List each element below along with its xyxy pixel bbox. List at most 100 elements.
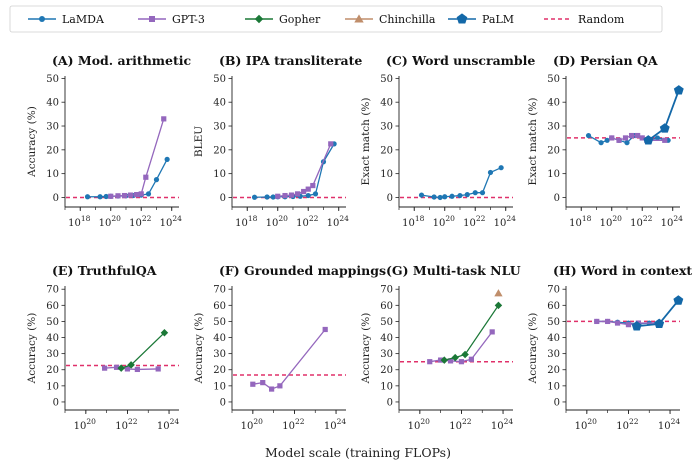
panel-b-x-tick-label: 1024 — [327, 214, 350, 229]
panel-e-x-tick-label: 1020 — [74, 417, 97, 432]
panel-c-title: (C) Word unscramble — [386, 53, 535, 68]
panel-g-point-gpt-3-2 — [447, 358, 454, 364]
panel-e-y-tick-label: 30 — [46, 349, 59, 360]
panel-d-x-tick-label: 1022 — [630, 214, 653, 229]
panel-g-line-gpt-3 — [429, 331, 493, 363]
panel-b-title: (B) IPA transliterate — [219, 53, 362, 68]
panel-h-point-palm-0 — [631, 321, 642, 331]
panel-b-x-tick-label: 1018 — [235, 214, 258, 229]
panel-e-point-gpt-3-3 — [134, 366, 140, 373]
panel-d-point-gpt-3-5 — [639, 135, 645, 141]
legend-frame — [9, 5, 663, 33]
panel-b-point-lamda-0 — [251, 194, 258, 200]
legend-label-gpt-3: GPT-3 — [172, 13, 205, 26]
panel-g-y-tick-label: 30 — [380, 349, 393, 360]
legend-item-random: Random — [544, 13, 625, 26]
panel-f-point-gpt-3-4 — [322, 326, 328, 333]
panel-f-point-gpt-3-2 — [269, 386, 275, 392]
panel-b-y-tick-label: 30 — [213, 122, 226, 133]
panel-b-point-gpt-3-3 — [294, 191, 301, 197]
panel-c-x-tick-label: 1024 — [494, 214, 517, 229]
panel-h-y-tick-label: 50 — [547, 317, 560, 328]
panel-a-point-gpt-3-2 — [121, 192, 128, 199]
panel-e-point-gopher-0 — [117, 364, 125, 372]
panel-f-point-gpt-3-0 — [250, 381, 256, 387]
panel-f-y-tick-label: 70 — [213, 285, 226, 296]
panel-g-point-gpt-3-5 — [489, 329, 495, 335]
panel-e-series-gopher — [117, 328, 169, 372]
panel-d-point-lamda-9 — [654, 135, 661, 141]
panel-h-y-tick-label: 0 — [554, 397, 560, 408]
panel-h-y-axis-label: Accuracy (%) — [527, 313, 539, 385]
legend-item-gopher: Gopher — [245, 13, 321, 26]
legend-item-palm: PaLM — [448, 13, 514, 26]
panel-e-point-gopher-1 — [127, 361, 135, 369]
panel-d-point-gpt-3-0 — [609, 135, 615, 141]
panel-c-point-lamda-3 — [442, 194, 448, 200]
panel-e-point-gpt-3-1 — [113, 364, 120, 370]
panel-b-y-tick-label: 40 — [213, 98, 226, 109]
panel-b-line-gpt-3 — [277, 143, 332, 197]
panel-d-y-tick-label: 10 — [547, 169, 560, 180]
panel-e-line-gopher — [120, 332, 165, 369]
panel-a-point-gpt-3-6 — [143, 174, 149, 180]
panel-c-point-lamda-0 — [418, 192, 425, 198]
panel-h-x-tick-label: 1022 — [616, 417, 639, 432]
panel-b-point-gpt-3-0 — [275, 193, 281, 199]
panel-h-x-tick-label: 1020 — [575, 417, 598, 432]
panel-a-point-gpt-3-7 — [161, 116, 167, 122]
panel-a-point-gpt-3-5 — [138, 191, 144, 197]
panel-b-y-tick-label: 50 — [213, 74, 226, 85]
panel-b-y-tick-label: 20 — [213, 145, 226, 156]
panel-d-point-lamda-2 — [604, 137, 610, 143]
panel-c-y-tick-label: 0 — [387, 193, 393, 204]
panel-h-point-gpt-3-3 — [625, 322, 632, 328]
panel-e-y-tick-label: 70 — [46, 285, 59, 296]
panel-g-y-tick-label: 50 — [380, 317, 393, 328]
panel-h-y-tick-label: 20 — [547, 365, 560, 376]
panel-a-y-tick-label: 0 — [53, 193, 59, 204]
panel-e-x-tick-label: 1022 — [115, 417, 138, 432]
legend-label-gopher: Gopher — [279, 13, 321, 26]
panel-f-point-gpt-3-3 — [277, 383, 283, 389]
panel-f-y-tick-label: 50 — [213, 317, 226, 328]
panel-a-point-lamda-9 — [153, 177, 160, 183]
panel-b-y-tick-label: 0 — [220, 193, 226, 204]
panel-g-point-gpt-3-4 — [468, 356, 474, 362]
panel-g-y-tick-label: 40 — [380, 333, 393, 344]
panel-c-point-lamda-6 — [464, 192, 470, 198]
panel-b-point-lamda-8 — [312, 191, 319, 197]
panel-h-title: (H) Word in context — [553, 263, 692, 278]
panel-h-point-gpt-3-0 — [594, 318, 600, 325]
legend-marker-chinchilla — [354, 14, 364, 23]
panel-h-point-gpt-3-1 — [605, 318, 611, 325]
panel-a-point-gpt-3-4 — [134, 192, 140, 198]
panel-g-x-tick-label: 1020 — [408, 417, 431, 432]
panel-f-y-tick-label: 10 — [213, 381, 226, 392]
panel-d-y-tick-label: 20 — [547, 145, 560, 156]
panel-d-y-tick-label: 50 — [547, 74, 560, 85]
panel-f-y-tick-label: 30 — [213, 349, 226, 360]
panel-b-x-tick-label: 1020 — [266, 214, 289, 229]
panel-g-y-tick-label: 0 — [387, 397, 393, 408]
panel-d-x-tick-label: 1020 — [600, 214, 623, 229]
panel-b-point-lamda-7 — [305, 192, 311, 199]
panel-c-y-tick-label: 10 — [380, 169, 393, 180]
panel-g-series-gopher — [440, 301, 503, 364]
panel-g-y-axis-label: Accuracy (%) — [360, 313, 372, 385]
panel-g-y-tick-label: 60 — [380, 301, 393, 312]
panel-c-x-tick-label: 1020 — [433, 214, 456, 229]
panel-h-point-palm-2 — [673, 295, 684, 305]
panel-b-point-gpt-3-5 — [305, 186, 311, 192]
panel-e-point-gpt-3-2 — [124, 366, 131, 372]
panel-d-point-lamda-0 — [585, 132, 592, 139]
panel-a-point-lamda-1 — [97, 194, 103, 200]
panel-e-y-tick-label: 60 — [46, 301, 59, 312]
panel-b-point-gpt-3-7 — [328, 141, 334, 147]
panel-g-point-gopher-1 — [451, 353, 459, 362]
panel-g-point-gopher-2 — [461, 350, 469, 359]
